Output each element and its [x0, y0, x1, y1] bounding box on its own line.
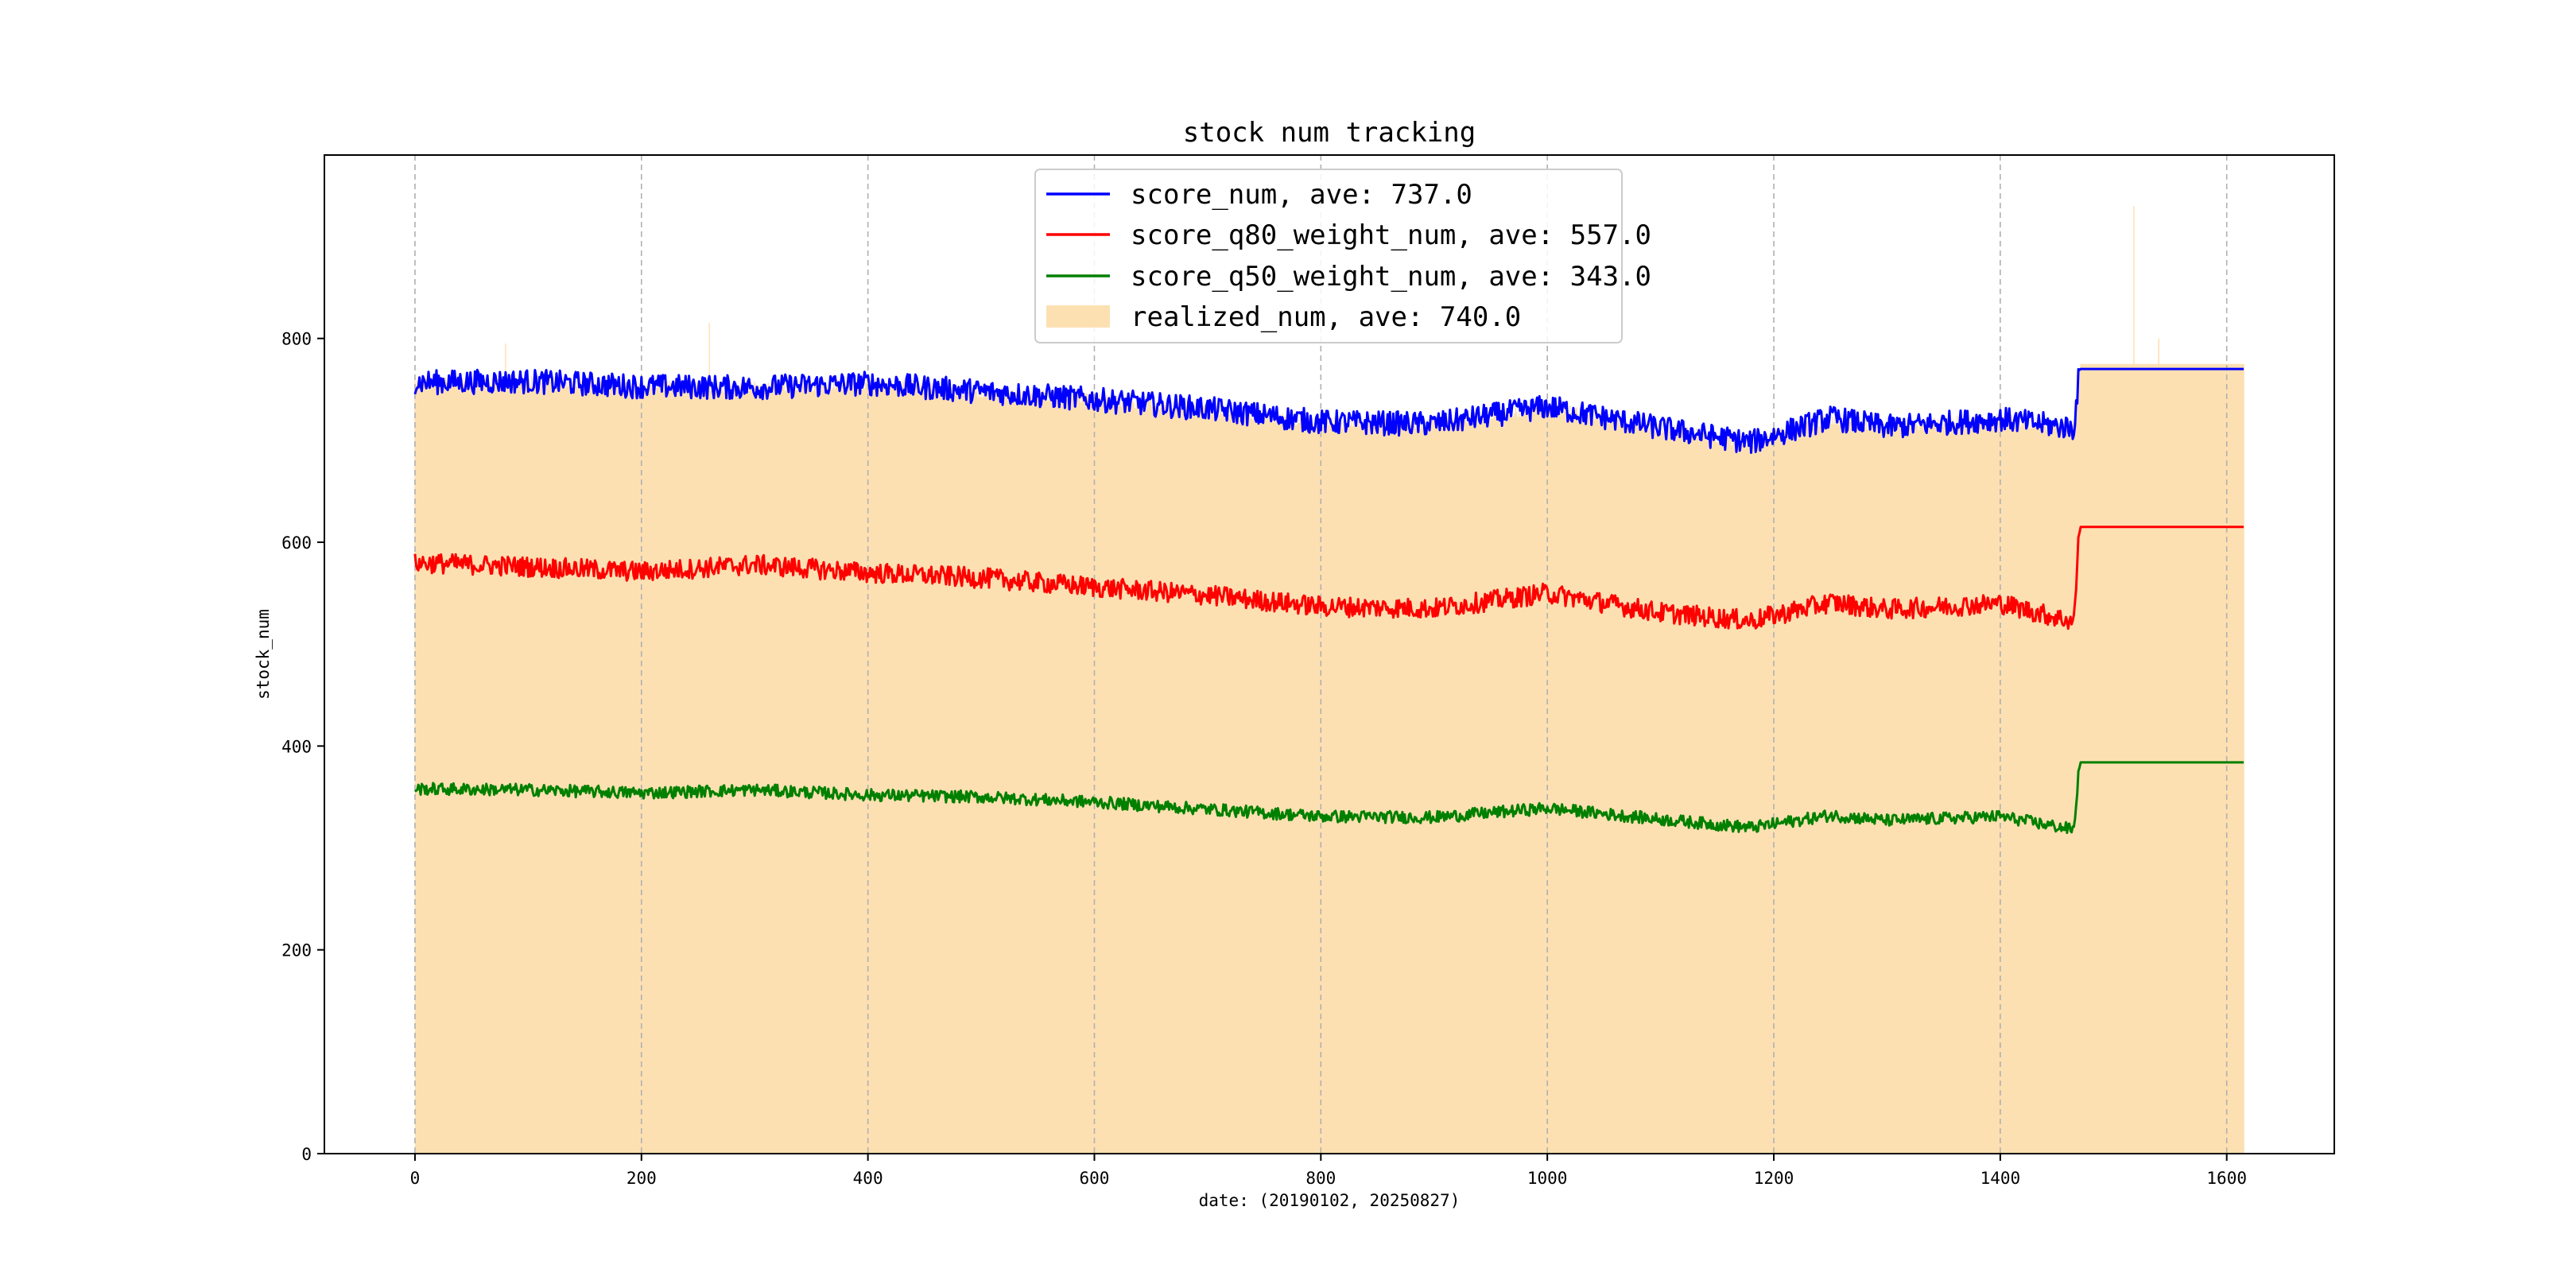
score-q80-weight-num-line	[413, 526, 2244, 630]
chart-title: stock num tracking	[1183, 117, 1476, 149]
series-lines	[413, 367, 2244, 834]
x-axis-ticks: 0 200 400 600 800 1000 1200 1400 1600	[410, 1154, 2247, 1188]
realized-num-area	[414, 206, 2244, 1154]
x-tick-label: 1600	[2206, 1169, 2247, 1188]
legend-label-score-num: score_num, ave: 737.0	[1131, 179, 1472, 211]
legend: score_num, ave: 737.0 score_q80_weight_n…	[1034, 169, 1651, 343]
legend-box	[1034, 169, 1623, 343]
x-axis-label: date: (20190102, 20250827)	[1199, 1191, 1461, 1210]
x-tick-label: 1200	[1754, 1169, 1794, 1188]
y-tick-label: 800	[281, 330, 312, 349]
y-tick-label: 200	[281, 941, 312, 960]
x-tick-label: 0	[410, 1169, 421, 1188]
x-tick-label: 400	[853, 1169, 883, 1188]
score-num-line	[413, 367, 2244, 454]
y-axis-ticks: 0 200 400 600 800	[281, 330, 324, 1164]
x-tick-label: 1400	[1980, 1169, 2021, 1188]
y-axis-label: stock_num	[254, 609, 273, 700]
score-q50-weight-num-line	[414, 761, 2244, 834]
legend-label-realized: realized_num, ave: 740.0	[1131, 301, 1521, 333]
realized-num-bars	[414, 206, 2244, 1154]
legend-label-score-q50: score_q50_weight_num, ave: 343.0	[1131, 261, 1651, 293]
legend-swatch-realized	[1046, 305, 1110, 328]
legend-label-score-q80: score_q80_weight_num, ave: 557.0	[1131, 219, 1651, 251]
x-tick-label: 200	[627, 1169, 657, 1188]
x-tick-label: 1000	[1527, 1169, 1568, 1188]
y-tick-label: 0	[301, 1145, 312, 1164]
plot-frame	[324, 154, 2335, 1154]
y-tick-label: 600	[281, 533, 312, 553]
x-tick-label: 600	[1080, 1169, 1110, 1188]
x-tick-label: 800	[1305, 1169, 1336, 1188]
y-tick-label: 400	[281, 737, 312, 756]
